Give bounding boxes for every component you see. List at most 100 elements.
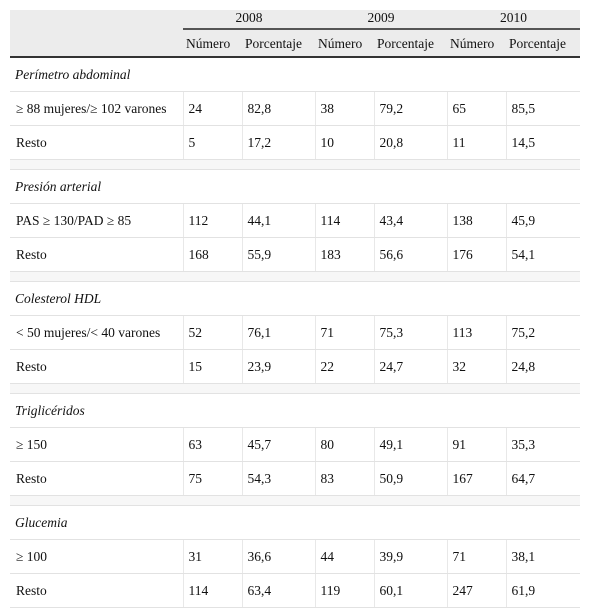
cell: 119: [315, 573, 375, 608]
row-label: Resto: [10, 349, 184, 384]
cell: 80: [315, 427, 375, 462]
cell: 82,8: [242, 91, 316, 126]
data-row: < 50 mujeres/< 40 varones 52 76,1 71 75,3 113…: [10, 315, 580, 350]
spacer-row: [10, 271, 580, 282]
data-row: Resto 168 55,9 183 56,6 176 54,1: [10, 237, 580, 272]
cell: 55,9: [242, 237, 316, 272]
cell: 168: [183, 237, 243, 272]
cell: 75,2: [506, 315, 580, 350]
cell: 183: [315, 237, 375, 272]
section-row: Perímetro abdominal: [10, 57, 580, 92]
spacer-row: [10, 383, 580, 394]
cell: 61,9: [506, 573, 580, 608]
cell: 39,9: [374, 539, 448, 574]
column-header: Número: [447, 29, 506, 58]
cell: 45,9: [506, 203, 580, 238]
section-row: Glucemia: [10, 505, 580, 540]
row-label: < 50 mujeres/< 40 varones: [10, 315, 184, 350]
section-row: Triglicéridos: [10, 393, 580, 428]
row-label: ≥ 100: [10, 539, 184, 574]
cell: 45,7: [242, 427, 316, 462]
cell: 36,6: [242, 539, 316, 574]
cell: 56,6: [374, 237, 448, 272]
data-row: ≥ 150 63 45,7 80 49,1 91 35,3: [10, 427, 580, 462]
cell: 85,5: [506, 91, 580, 126]
cell: 247: [447, 573, 507, 608]
cell: 113: [447, 315, 507, 350]
spacer-cell: [10, 495, 580, 506]
cell: 176: [447, 237, 507, 272]
subheader-row: Número Porcentaje Número Porcentaje Número Po…: [10, 29, 580, 58]
cell: 5: [183, 125, 243, 160]
cell: 63,4: [242, 573, 316, 608]
cell: 44,1: [242, 203, 316, 238]
cell: 15: [183, 349, 243, 384]
cell: 79,2: [374, 91, 448, 126]
cell: 114: [315, 203, 375, 238]
cell: 10: [315, 125, 375, 160]
data-row: Resto 5 17,2 10 20,8 11 14,5: [10, 125, 580, 160]
section-title: Glucemia: [10, 505, 580, 540]
cell: 65: [447, 91, 507, 126]
cell: 38,1: [506, 539, 580, 574]
data-table: 2008 2009 2010 Número Porcentaje Número Porce…: [10, 10, 580, 608]
spacer-cell: [10, 383, 580, 394]
spacer-cell: [10, 159, 580, 170]
cell: 49,1: [374, 427, 448, 462]
cell: 60,1: [374, 573, 448, 608]
cell: 24: [183, 91, 243, 126]
section-row: Colesterol HDL: [10, 281, 580, 316]
data-row: Resto 15 23,9 22 24,7 32 24,8: [10, 349, 580, 384]
cell: 50,9: [374, 461, 448, 496]
cell: 35,3: [506, 427, 580, 462]
cell: 20,8: [374, 125, 448, 160]
spacer-row: [10, 159, 580, 170]
year-header: 2008: [183, 10, 315, 30]
cell: 138: [447, 203, 507, 238]
cell: 114: [183, 573, 243, 608]
row-label: ≥ 88 mujeres/≥ 102 varones: [10, 91, 184, 126]
cell: 54,3: [242, 461, 316, 496]
column-header: Porcentaje: [506, 29, 580, 58]
cell: 75: [183, 461, 243, 496]
cell: 14,5: [506, 125, 580, 160]
cell: 91: [447, 427, 507, 462]
cell: 75,3: [374, 315, 448, 350]
row-label: Resto: [10, 125, 184, 160]
row-label: Resto: [10, 573, 184, 608]
cell: 71: [315, 315, 375, 350]
cell: 112: [183, 203, 243, 238]
cell: 44: [315, 539, 375, 574]
cell: 38: [315, 91, 375, 126]
cell: 54,1: [506, 237, 580, 272]
cell: 64,7: [506, 461, 580, 496]
section-title: Triglicéridos: [10, 393, 580, 428]
section-title: Colesterol HDL: [10, 281, 580, 316]
row-label: ≥ 150: [10, 427, 184, 462]
year-header: 2009: [315, 10, 447, 30]
row-label: PAS ≥ 130/PAD ≥ 85: [10, 203, 184, 238]
year-header: 2010: [447, 10, 580, 30]
cell: 43,4: [374, 203, 448, 238]
cell: 11: [447, 125, 507, 160]
section-title: Perímetro abdominal: [10, 57, 580, 92]
row-label: Resto: [10, 461, 184, 496]
cell: 167: [447, 461, 507, 496]
cell: 23,9: [242, 349, 316, 384]
section-row: Presión arterial: [10, 169, 580, 204]
spacer-row: [10, 495, 580, 506]
cell: 31: [183, 539, 243, 574]
column-header: Porcentaje: [374, 29, 447, 58]
spacer-cell: [10, 271, 580, 282]
data-row: ≥ 100 31 36,6 44 39,9 71 38,1: [10, 539, 580, 574]
cell: 52: [183, 315, 243, 350]
cell: 17,2: [242, 125, 316, 160]
cell: 83: [315, 461, 375, 496]
header-cell: [10, 10, 183, 29]
data-row: ≥ 88 mujeres/≥ 102 varones 24 82,8 38 79,2 65…: [10, 91, 580, 126]
cell: 22: [315, 349, 375, 384]
cell: 24,7: [374, 349, 448, 384]
cell: 24,8: [506, 349, 580, 384]
table-container: 2008 2009 2010 Número Porcentaje Número Porce…: [10, 10, 580, 608]
